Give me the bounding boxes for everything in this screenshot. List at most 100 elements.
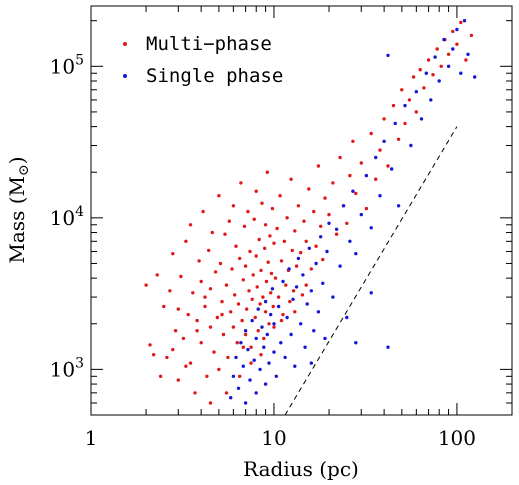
- data-point: [414, 110, 418, 114]
- data-point: [184, 239, 188, 243]
- data-point: [260, 201, 264, 205]
- data-point: [188, 223, 193, 227]
- data-point: [293, 229, 297, 233]
- data-point: [217, 194, 221, 198]
- data-point: [243, 329, 248, 333]
- data-point: [302, 219, 306, 223]
- data-point: [229, 396, 233, 400]
- data-point: [431, 73, 435, 77]
- data-point: [426, 58, 431, 62]
- data-point: [238, 374, 242, 378]
- data-point: [272, 350, 276, 354]
- data-point: [195, 318, 199, 323]
- data-point: [176, 378, 180, 382]
- data-point: [233, 293, 237, 297]
- data-point: [391, 103, 396, 108]
- data-point: [231, 204, 236, 208]
- data-point: [256, 307, 260, 311]
- data-point: [223, 232, 227, 236]
- data-point: [263, 246, 267, 250]
- data-point: [224, 283, 229, 287]
- data-point: [301, 273, 305, 277]
- data-point: [221, 332, 226, 337]
- data-point: [259, 353, 263, 357]
- plot-frame: [90, 5, 513, 416]
- data-point: [250, 297, 254, 301]
- data-point: [168, 289, 172, 293]
- data-point: [254, 254, 258, 258]
- data-point: [300, 293, 305, 297]
- data-point: [165, 355, 169, 360]
- data-point: [279, 341, 283, 345]
- data-point: [267, 322, 271, 326]
- data-point: [250, 318, 254, 323]
- data-point: [148, 343, 152, 347]
- data-point: [254, 189, 258, 193]
- data-point: [270, 287, 275, 291]
- data-point: [279, 259, 284, 263]
- data-point: [403, 121, 407, 126]
- data-point: [246, 209, 250, 214]
- data-point: [287, 267, 291, 271]
- data-point: [291, 297, 295, 301]
- data-point: [331, 181, 335, 185]
- y-tick-label-base: 10: [50, 54, 75, 78]
- data-point: [382, 117, 386, 121]
- data-point: [263, 310, 268, 314]
- data-point: [231, 325, 236, 329]
- data-point: [276, 295, 281, 299]
- data-point: [303, 345, 307, 349]
- data-point: [446, 52, 451, 56]
- data-point: [348, 173, 352, 178]
- data-point: [323, 336, 327, 341]
- data-point: [184, 364, 188, 368]
- data-point: [186, 312, 190, 317]
- data-point: [411, 75, 416, 79]
- data-point: [199, 341, 203, 345]
- data-point: [455, 42, 459, 46]
- y-tick-label-base: 10: [50, 206, 75, 230]
- data-point: [334, 227, 339, 231]
- data-point: [312, 209, 316, 214]
- data-point: [331, 295, 335, 299]
- data-point: [243, 401, 248, 405]
- data-point: [341, 204, 346, 208]
- data-point: [224, 391, 229, 395]
- data-point: [227, 219, 231, 223]
- data-point: [260, 325, 264, 329]
- data-point: [293, 310, 297, 314]
- data-point: [374, 177, 378, 181]
- data-point: [275, 226, 279, 231]
- data-point: [409, 143, 413, 148]
- data-point: [263, 299, 268, 304]
- data-point: [327, 212, 331, 217]
- data-point: [304, 283, 308, 287]
- data-point: [201, 209, 205, 214]
- data-point: [464, 58, 468, 62]
- data-point: [241, 278, 245, 282]
- data-point: [278, 194, 282, 198]
- y-axis-label-main: Mass (M: [5, 176, 29, 264]
- data-point: [208, 401, 213, 405]
- data-point: [473, 75, 477, 79]
- data-point: [299, 250, 303, 255]
- data-point: [256, 329, 260, 333]
- x-tick-label: 100: [438, 426, 476, 450]
- data-point: [191, 291, 195, 295]
- reference-dashed-line: [284, 126, 458, 416]
- data-point: [374, 155, 378, 160]
- data-point: [229, 310, 233, 314]
- data-point: [253, 315, 257, 320]
- data-point: [294, 264, 299, 268]
- y-tick-label: 104: [50, 204, 84, 230]
- data-point: [248, 249, 252, 254]
- data-point: [217, 367, 221, 372]
- data-point: [364, 173, 369, 178]
- data-point: [459, 20, 463, 25]
- data-point: [207, 248, 211, 253]
- data-point: [193, 391, 197, 395]
- data-point: [273, 276, 278, 280]
- data-point: [235, 341, 239, 345]
- data-point: [249, 345, 253, 349]
- data-point: [314, 261, 318, 266]
